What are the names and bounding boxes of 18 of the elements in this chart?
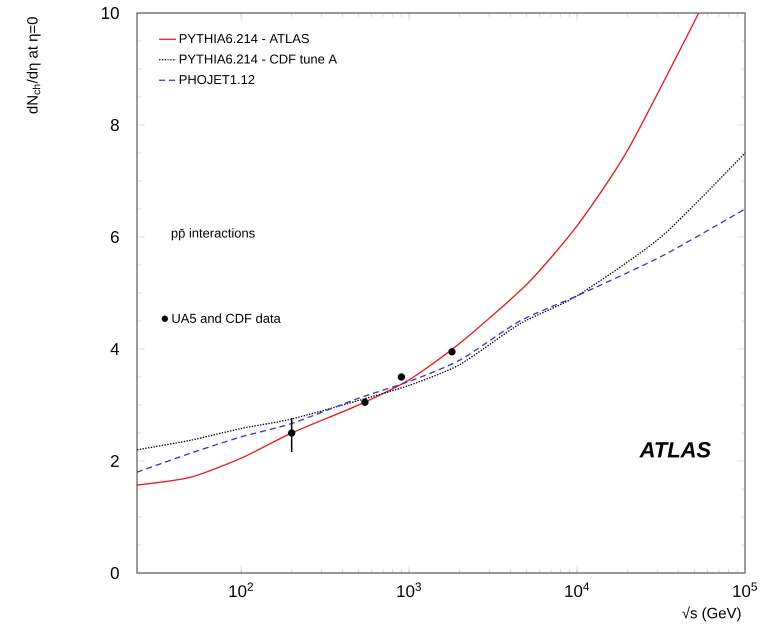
legend-label: UA5 and CDF data [172, 313, 281, 323]
x-axis-title: √s (GeV) [682, 606, 741, 622]
y-tick-label: 2 [110, 455, 119, 467]
legend-label: PYTHIA6.214 - CDF tune A [180, 54, 338, 64]
x-tick-label: 10$^{5}$ [733, 582, 757, 598]
y-tick-label: 0 [110, 567, 119, 579]
annotation: ATLAS [639, 442, 711, 458]
legend-label: PHOJET1.12 [180, 74, 254, 84]
y-tick-label: 4 [110, 343, 120, 355]
y-tick-label: 10 [102, 6, 119, 19]
annotation: pp̄ interactions [172, 228, 255, 240]
x-tick-label: 10$^{2}$ [229, 582, 253, 598]
y-axis-title: dN$_{ch}$/dη at η=0 [26, 17, 41, 114]
y-tick-label: 6 [110, 231, 119, 243]
legend-label: PYTHIA6.214 - ATLAS [180, 34, 309, 44]
y-tick-label: 8 [110, 119, 119, 131]
x-tick-label: 10$^{4}$ [565, 582, 590, 598]
x-tick-label: 10$^{3}$ [397, 582, 422, 598]
